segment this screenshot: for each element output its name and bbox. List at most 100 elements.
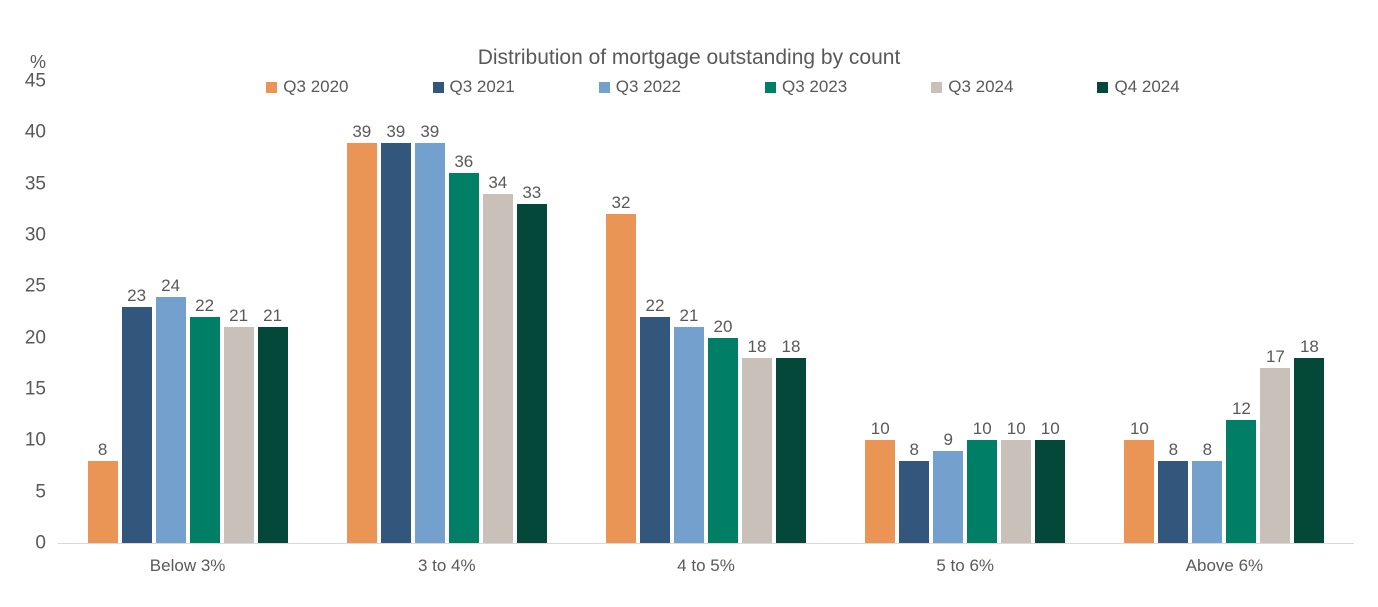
bar-value-label: 21 [229,306,249,326]
bar-cell: 10 [1124,419,1155,543]
bar-cell: 23 [121,285,152,543]
bar [899,460,930,543]
bar [87,460,118,543]
bar-cell: 8 [899,439,930,543]
bar-value-label: 39 [352,121,372,141]
bar [776,358,806,543]
bar-cell: 17 [1260,348,1291,543]
y-axis-tick-label: 30 [24,224,46,246]
bar [933,450,964,543]
bar-cell: 21 [223,306,254,543]
bar-cell: 21 [674,307,704,543]
chart-title: Distribution of mortgage outstanding by … [477,46,901,69]
y-axis-unit-label: % [29,52,46,72]
legend-swatch-icon [931,81,943,93]
x-axis-label: 5 to 6% [936,556,995,575]
bar-group: 8 23 24 22 21 21 [58,81,317,543]
bar-group: 32 22 21 20 18 18 [576,81,835,543]
x-axis-label: Below 3% [149,556,226,575]
bar-cell: 22 [640,297,670,543]
bar-value-label: 22 [645,296,665,316]
bar-value-label: 39 [420,121,440,141]
bar-cell: 18 [742,338,772,543]
bar [640,317,670,543]
y-axis-tick-label: 45 [24,70,46,92]
bar [223,327,254,543]
bar-value-label: 23 [127,285,147,305]
bar [865,440,896,543]
bar-cell: 10 [865,419,896,543]
bar [967,440,998,543]
y-axis-tick-label: 5 [35,481,46,503]
y-axis-tick-label: 0 [35,532,46,554]
bar-value-label: 33 [522,183,542,203]
bar-value-label: 36 [454,152,474,172]
bar [1158,460,1189,543]
bar-cell: 18 [1294,338,1325,543]
bar-value-label: 18 [781,337,801,357]
bar-value-label: 10 [972,419,992,439]
bar [1035,440,1066,543]
bar-cell: 8 [1158,439,1189,543]
bar-value-label: 24 [161,275,181,295]
y-axis: 0 5 10 15 20 25 30 35 40 45 [0,72,46,553]
bar-cell: 32 [606,194,636,543]
bar-value-label: 10 [1129,419,1149,439]
bar-cell: 8 [1192,439,1223,543]
bar-value-label: 8 [909,439,919,459]
legend-item: Q4 2024 [1097,77,1180,97]
bar [121,306,152,543]
bar-value-label: 10 [1040,419,1060,439]
bar-value-label: 8 [1202,439,1213,459]
bar-cell: 39 [414,121,445,543]
bar [674,327,704,543]
bar-value-label: 8 [1168,439,1179,459]
bar-cell: 18 [776,338,806,543]
bar-group: 10 8 9 10 10 10 [836,81,1095,543]
y-axis-tick-label: 40 [24,121,46,143]
x-axis-label: 3 to 4% [417,556,476,575]
bar [414,142,445,543]
legend-label: Q3 2021 [449,77,515,96]
bar-value-label: 21 [263,306,283,326]
bar-value-label: 12 [1231,398,1251,418]
bar-cell: 10 [1035,419,1066,543]
bar-value-label: 21 [679,306,699,326]
legend-item: Q3 2023 [765,77,847,97]
bar [1124,440,1155,543]
bar-cell: 12 [1226,398,1257,543]
legend-label: Q3 2024 [948,77,1014,96]
legend-item: Q3 2020 [266,77,349,97]
bar-cell: 9 [933,431,964,543]
bar-value-label: 18 [747,337,767,357]
bar-cell: 8 [87,439,118,543]
bar [189,317,220,543]
legend-label: Q3 2020 [283,77,349,96]
x-axis-label: 4 to 5% [677,556,735,575]
bar [1294,358,1325,543]
bar-group: 10 8 8 12 17 18 [1095,81,1354,543]
bar-cell: 10 [1001,420,1032,543]
legend: Q3 2020 Q3 2021 Q3 2022 Q3 2023 Q3 2024 Q4 20… [0,77,1378,97]
y-axis-tick-label: 10 [24,429,46,451]
bar-value-label: 32 [611,193,631,213]
bar-value-label: 10 [870,419,890,439]
bar-group: 39 39 39 36 34 33 [317,81,576,543]
legend-swatch-icon [432,81,444,93]
bar-value-label: 39 [386,121,406,141]
legend-label: Q4 2024 [1114,77,1180,96]
bar-value-label: 8 [97,439,108,459]
bar-cell: 33 [516,183,547,543]
bar [708,337,738,543]
bar [1260,368,1291,543]
bar [1192,460,1223,543]
y-axis-tick-label: 20 [24,327,46,349]
y-axis-tick-label: 35 [24,173,46,195]
legend-swatch-icon [266,81,278,93]
bar-cell: 20 [708,318,738,543]
legend-swatch-icon [1097,81,1109,93]
legend-swatch-icon [765,81,776,93]
bar [257,327,288,543]
bar-value-label: 34 [488,172,508,192]
